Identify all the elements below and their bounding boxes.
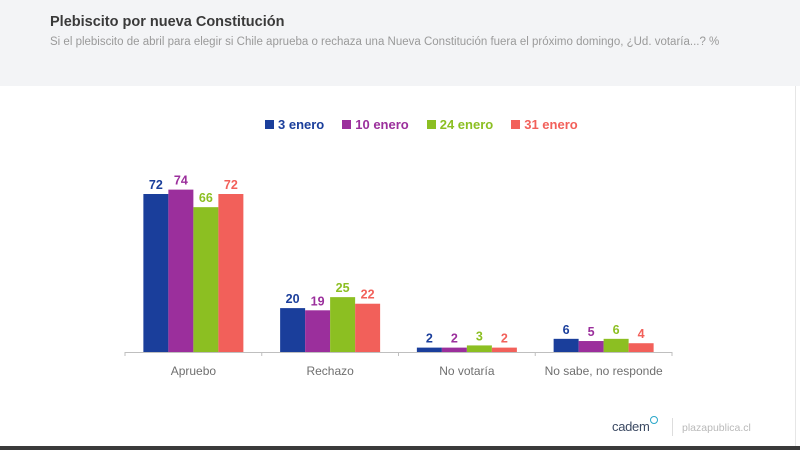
- data-label: 4: [638, 327, 645, 341]
- bar-31-enero-2: [491, 347, 517, 352]
- cadem-logo-text: cadem: [612, 419, 650, 434]
- legend-label: 10 enero: [355, 117, 409, 132]
- legend-item: 31 enero: [511, 117, 578, 132]
- legend: 3 enero 10 enero 24 enero 31 enero: [265, 117, 578, 132]
- bar-24-enero-3: [603, 338, 629, 352]
- x-tick-label: No votaría: [439, 364, 495, 378]
- data-label: 6: [613, 323, 620, 337]
- bar-10-enero-1: [305, 310, 331, 352]
- bottom-bar: [0, 446, 800, 450]
- bar-31-enero-0: [218, 194, 244, 352]
- footer-divider: [672, 418, 673, 436]
- data-label: 72: [224, 178, 238, 192]
- data-label: 19: [311, 294, 325, 308]
- legend-label: 24 enero: [439, 117, 494, 132]
- data-label: 20: [286, 292, 300, 306]
- legend-item: 24 enero: [426, 117, 494, 132]
- data-label: 66: [199, 191, 213, 205]
- data-label: 2: [426, 332, 433, 346]
- bar-10-enero-0: [168, 189, 194, 352]
- bar-24-enero-1: [330, 297, 356, 352]
- bar-31-enero-3: [628, 343, 654, 352]
- chart-title: Plebiscito por nueva Constitución: [50, 14, 285, 30]
- bar-3-enero-1: [280, 308, 306, 352]
- legend-swatch: [265, 120, 274, 129]
- data-label: 2: [451, 332, 458, 346]
- legend-swatch: [342, 120, 352, 129]
- bar-3-enero-2: [416, 347, 442, 352]
- data-label: 22: [361, 288, 375, 302]
- legend-label: 3 enero: [278, 117, 325, 132]
- data-label: 25: [336, 281, 350, 295]
- bar-10-enero-3: [578, 341, 604, 352]
- x-tick-label: Rechazo: [306, 364, 354, 378]
- data-label: 72: [149, 178, 163, 192]
- site-link[interactable]: plazapublica.cl: [682, 422, 751, 434]
- data-label: 5: [588, 325, 595, 339]
- data-label: 2: [501, 332, 508, 346]
- header-panel: Plebiscito por nueva Constitución Si el …: [0, 0, 800, 86]
- bar-3-enero-0: [143, 194, 169, 352]
- bar-10-enero-2: [441, 347, 467, 352]
- bar-24-enero-2: [466, 345, 492, 352]
- data-label: 3: [476, 329, 483, 343]
- legend-swatch: [426, 120, 436, 129]
- legend-item: 10 enero: [342, 117, 409, 132]
- legend-label: 31 enero: [524, 117, 578, 132]
- data-label: 6: [563, 323, 570, 337]
- x-tick-label: No sabe, no responde: [545, 364, 663, 378]
- legend-swatch: [511, 120, 521, 129]
- bar-31-enero-1: [355, 303, 381, 352]
- data-label: 74: [174, 174, 188, 188]
- bar-3-enero-3: [553, 338, 579, 352]
- chart-subtitle: Si el plebiscito de abril para elegir si…: [50, 36, 720, 48]
- x-tick-label: Apruebo: [171, 364, 217, 378]
- cadem-logo: cadem: [612, 416, 658, 434]
- bar-24-enero-0: [193, 207, 219, 352]
- legend-item: 3 enero: [265, 117, 324, 132]
- frame-border: [795, 86, 796, 446]
- logo-circle-icon: [649, 416, 658, 424]
